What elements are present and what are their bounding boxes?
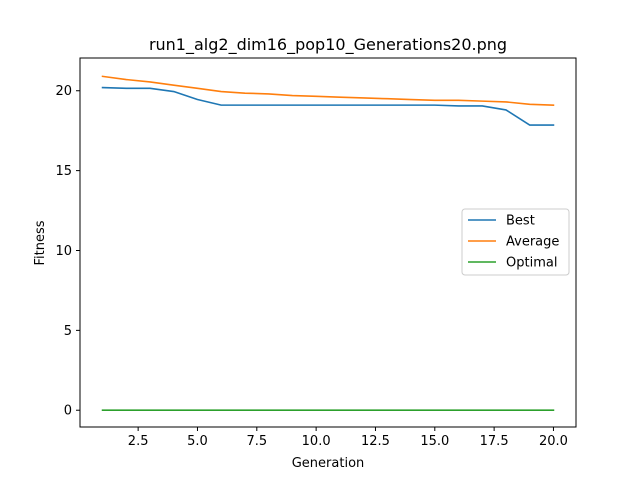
legend-label-average: Average [506,235,559,250]
x-axis-label: Generation [292,456,365,471]
chart-title: run1_alg2_dim16_pop10_Generations20.png [149,35,507,55]
series-line-average [101,75,555,106]
plot-area [101,75,555,412]
x-tick-label: 2.5 [128,434,149,449]
x-tick-label: 5.0 [187,434,208,449]
axes-frame [79,57,577,428]
x-tick-label: 10.0 [302,434,331,449]
legend: Best Average Optimal [461,208,570,276]
y-tick-label: 20 [55,84,72,99]
y-tick-label: 15 [55,164,72,179]
x-tick-label: 12.5 [361,434,390,449]
x-tick-label: 7.5 [246,434,267,449]
x-tick-label: 17.5 [480,434,509,449]
y-axis: 0 5 10 15 20 [55,84,80,419]
legend-label-optimal: Optimal [506,256,557,271]
legend-box [461,208,570,276]
y-tick-label: 0 [64,404,72,419]
x-tick-label: 20.0 [539,434,568,449]
y-tick-label: 10 [55,244,72,259]
x-axis: 2.5 5.0 7.5 10.0 12.5 15.0 17.5 20.0 [128,427,568,449]
y-axis-label: Fitness [33,220,48,265]
series-line-best [101,86,555,126]
legend-label-best: Best [506,214,535,229]
x-tick-label: 15.0 [420,434,449,449]
y-tick-label: 5 [64,324,72,339]
